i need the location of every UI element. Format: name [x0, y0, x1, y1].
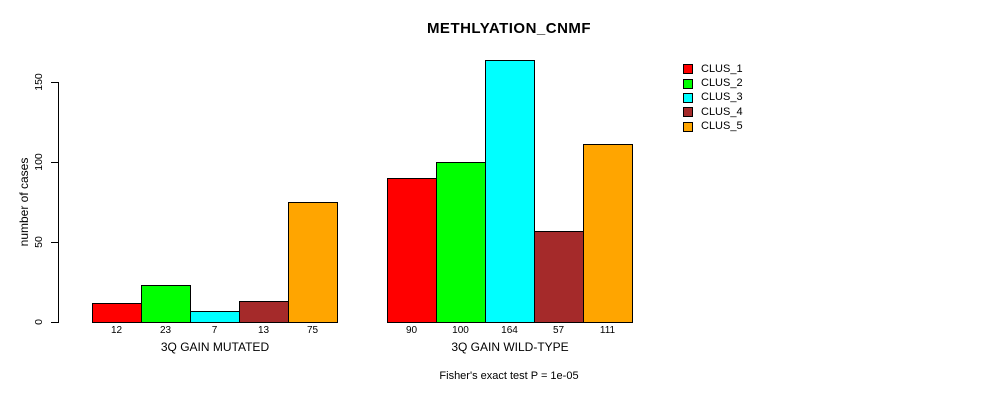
bar-value-label: 75 [306, 325, 319, 336]
bar-clus_5-group1 [288, 202, 338, 323]
legend-label: CLUS_1 [701, 62, 743, 75]
bar-clus_4-group1 [239, 301, 289, 323]
y-tick-label: 0 [33, 319, 45, 325]
bar-value-label: 100 [452, 325, 469, 336]
bar-value-label: 12 [110, 325, 123, 336]
legend-item-clus_1: CLUS_1 [683, 62, 743, 76]
x-axis-group-label: 3Q GAIN WILD-TYPE [451, 340, 569, 354]
legend-item-clus_3: CLUS_3 [683, 91, 743, 105]
legend-item-clus_5: CLUS_5 [683, 120, 743, 134]
y-tick-label: 100 [33, 153, 45, 171]
bar-value-label: 164 [501, 325, 518, 336]
y-tick-mark [51, 242, 59, 243]
bar-clus_5-group2 [583, 144, 633, 323]
y-tick-mark [51, 322, 59, 323]
y-axis-title: number of cases [17, 157, 31, 247]
legend-label: CLUS_2 [701, 77, 743, 90]
bar-value-label: 57 [552, 325, 565, 336]
bar-value-label: 111 [599, 325, 616, 336]
bar-value-label: 7 [211, 325, 218, 336]
legend-label: CLUS_5 [701, 120, 743, 133]
y-tick-mark [51, 162, 59, 163]
bar-clus_4-group2 [534, 230, 584, 323]
y-tick-label: 50 [33, 236, 45, 248]
y-axis-line [58, 82, 59, 323]
legend-item-clus_2: CLUS_2 [683, 76, 743, 90]
bar-clus_2-group2 [436, 162, 486, 323]
y-tick-label: 150 [33, 73, 45, 91]
legend-swatch-icon [683, 78, 693, 89]
bar-value-label: 90 [405, 325, 418, 336]
annotation-text: Fisher's exact test P = 1e-05 [439, 370, 579, 382]
bar-value-label: 23 [159, 325, 172, 336]
bar-clus_2-group1 [141, 285, 191, 323]
legend-swatch-icon [683, 121, 693, 132]
chart-title: METHLYATION_CNMF [426, 20, 592, 37]
x-axis-group-label: 3Q GAIN MUTATED [160, 340, 270, 354]
bar-clus_1-group2 [387, 178, 437, 323]
legend-swatch-icon [683, 92, 693, 103]
legend-swatch-icon [683, 107, 693, 118]
legend-swatch-icon [683, 64, 693, 75]
bar-value-label: 13 [257, 325, 270, 336]
bar-clus_1-group1 [92, 302, 142, 323]
legend-label: CLUS_3 [701, 91, 743, 104]
legend-item-clus_4: CLUS_4 [683, 105, 743, 119]
bar-clus_3-group1 [190, 310, 240, 323]
legend-label: CLUS_4 [701, 105, 743, 118]
legend: CLUS_1 CLUS_2 CLUS_3 CLUS_4 CLUS_5 [683, 62, 743, 134]
bar-clus_3-group2 [485, 59, 535, 323]
y-tick-mark [51, 82, 59, 83]
